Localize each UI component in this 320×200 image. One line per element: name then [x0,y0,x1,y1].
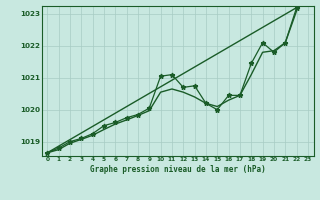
X-axis label: Graphe pression niveau de la mer (hPa): Graphe pression niveau de la mer (hPa) [90,165,266,174]
